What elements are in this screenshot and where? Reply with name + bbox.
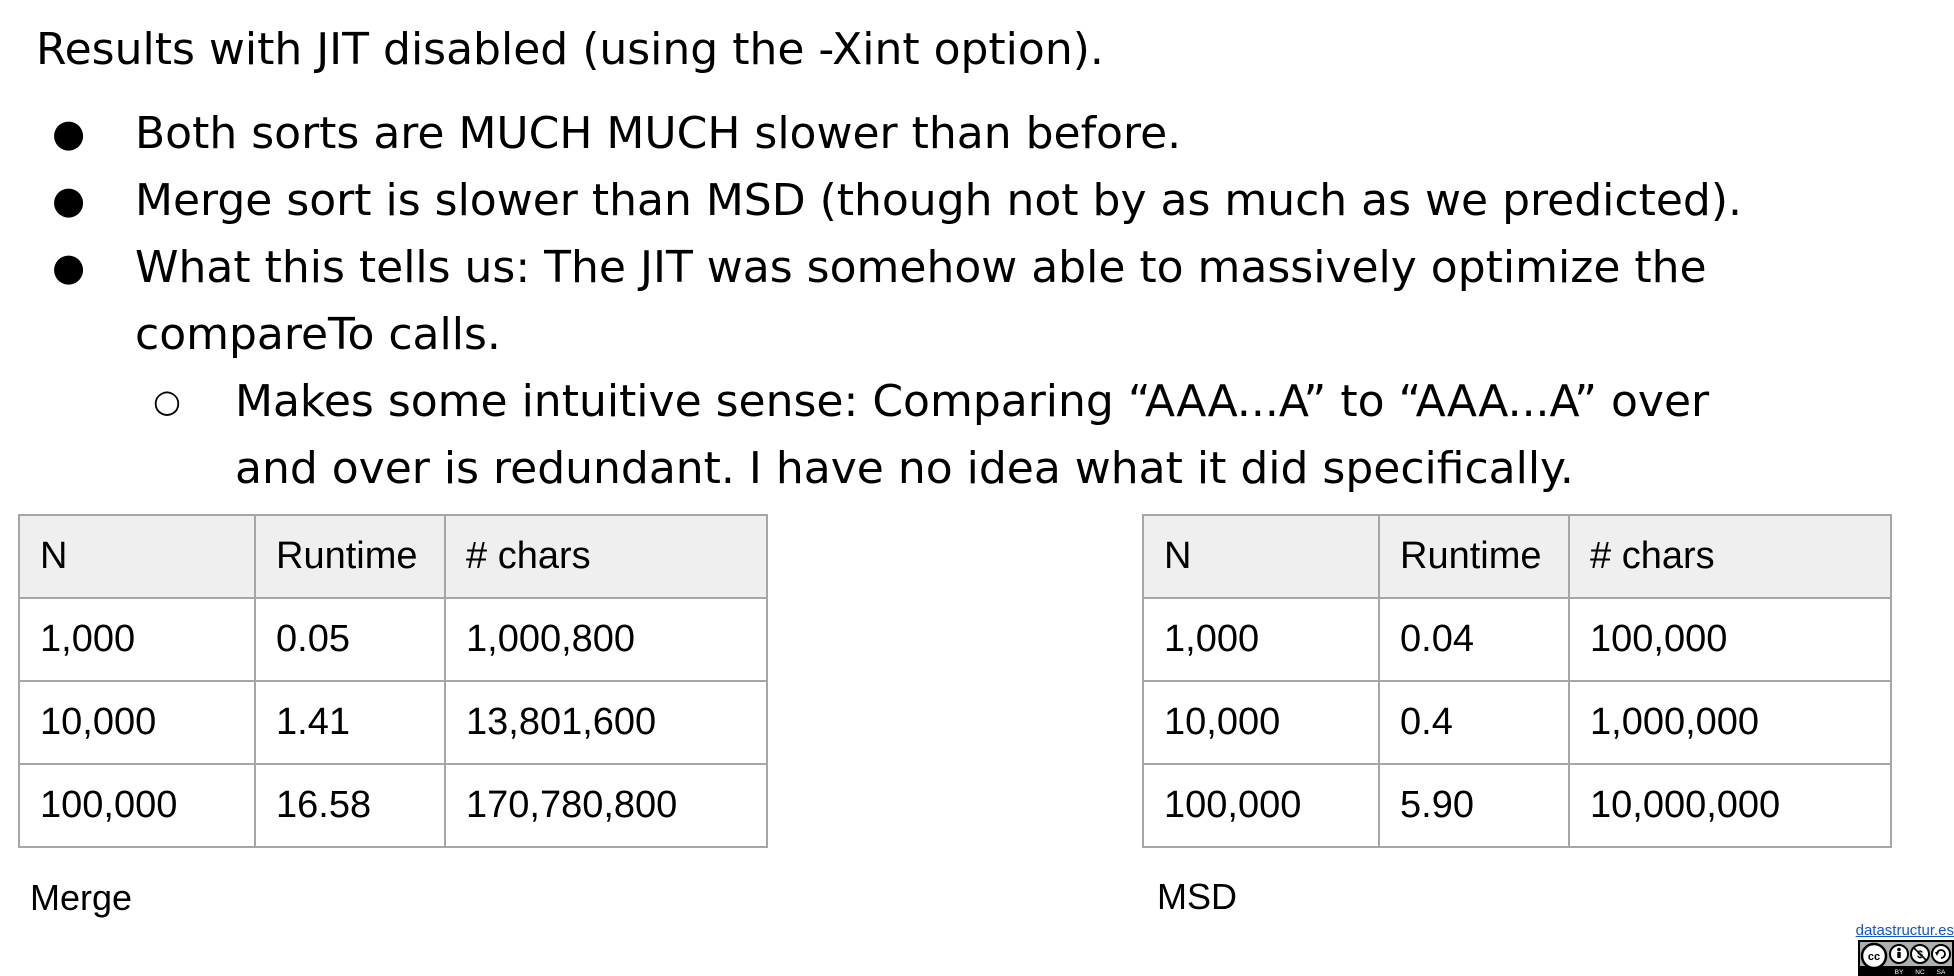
bullet-list: ● Both sorts are MUCH MUCH slower than b… [0, 100, 1954, 502]
cell-runtime: 0.05 [254, 597, 446, 682]
cell-runtime: 16.58 [254, 763, 446, 848]
table-header-row: N Runtime # chars [18, 514, 768, 599]
bullet-marker: ● [52, 245, 86, 289]
msd-results-table: N Runtime # chars 1,000 0.04 100,000 10,… [1142, 514, 1892, 848]
cell-runtime: 0.4 [1378, 680, 1570, 765]
bullet-item: ● Both sorts are MUCH MUCH slower than b… [0, 100, 1954, 167]
cell-n: 100,000 [18, 763, 256, 848]
column-header-chars: # chars [444, 514, 768, 599]
msd-table-caption: MSD [1157, 876, 1237, 917]
license-label-by: BY [1895, 969, 1904, 976]
bullet-text: Merge sort is slower than MSD (though no… [135, 175, 1742, 226]
bullet-text: Both sorts are MUCH MUCH slower than bef… [135, 108, 1182, 159]
table-row: 1,000 0.04 100,000 [1142, 597, 1892, 682]
cell-n: 10,000 [18, 680, 256, 765]
datastructures-link[interactable]: datastructur.es [1855, 922, 1954, 939]
cell-chars: 1,000,000 [1568, 680, 1892, 765]
cell-n: 100,000 [1142, 763, 1380, 848]
sub-bullet-marker: ○ [153, 382, 181, 420]
cell-chars: 100,000 [1568, 597, 1892, 682]
cell-n: 1,000 [18, 597, 256, 682]
cell-runtime: 5.90 [1378, 763, 1570, 848]
slide-heading: Results with JIT disabled (using the -Xi… [36, 24, 1104, 75]
sub-bullet-text: Makes some intuitive sense: Comparing “A… [235, 376, 1710, 494]
cell-runtime: 1.41 [254, 680, 446, 765]
table-row: 10,000 0.4 1,000,000 [1142, 680, 1892, 765]
cell-n: 1,000 [1142, 597, 1380, 682]
column-header-n: N [18, 514, 256, 599]
license-label-nc: NC [1915, 969, 1925, 976]
column-header-n: N [1142, 514, 1380, 599]
svg-text:cc: cc [1868, 951, 1880, 963]
cell-chars: 1,000,800 [444, 597, 768, 682]
cell-chars: 10,000,000 [1568, 763, 1892, 848]
cc-by-nc-sa-icon: cc $ BY NC SA [1858, 940, 1954, 976]
cell-runtime: 0.04 [1378, 597, 1570, 682]
table-row: 1,000 0.05 1,000,800 [18, 597, 768, 682]
bullet-marker: ● [52, 178, 86, 222]
bullet-item: ● What this tells us: The JIT was someho… [0, 234, 1954, 368]
bullet-text: What this tells us: The JIT was somehow … [135, 242, 1707, 360]
sub-bullet-item: ○ Makes some intuitive sense: Comparing … [0, 368, 1954, 502]
table-header-row: N Runtime # chars [1142, 514, 1892, 599]
column-header-chars: # chars [1568, 514, 1892, 599]
table-row: 100,000 5.90 10,000,000 [1142, 763, 1892, 848]
merge-results-table: N Runtime # chars 1,000 0.05 1,000,800 1… [18, 514, 768, 848]
cell-n: 10,000 [1142, 680, 1380, 765]
column-header-runtime: Runtime [1378, 514, 1570, 599]
license-label-sa: SA [1937, 969, 1946, 976]
table-row: 10,000 1.41 13,801,600 [18, 680, 768, 765]
column-header-runtime: Runtime [254, 514, 446, 599]
bullet-marker: ● [52, 111, 86, 155]
cell-chars: 13,801,600 [444, 680, 768, 765]
table-row: 100,000 16.58 170,780,800 [18, 763, 768, 848]
bullet-item: ● Merge sort is slower than MSD (though … [0, 167, 1954, 234]
merge-table-caption: Merge [30, 877, 133, 918]
cell-chars: 170,780,800 [444, 763, 768, 848]
